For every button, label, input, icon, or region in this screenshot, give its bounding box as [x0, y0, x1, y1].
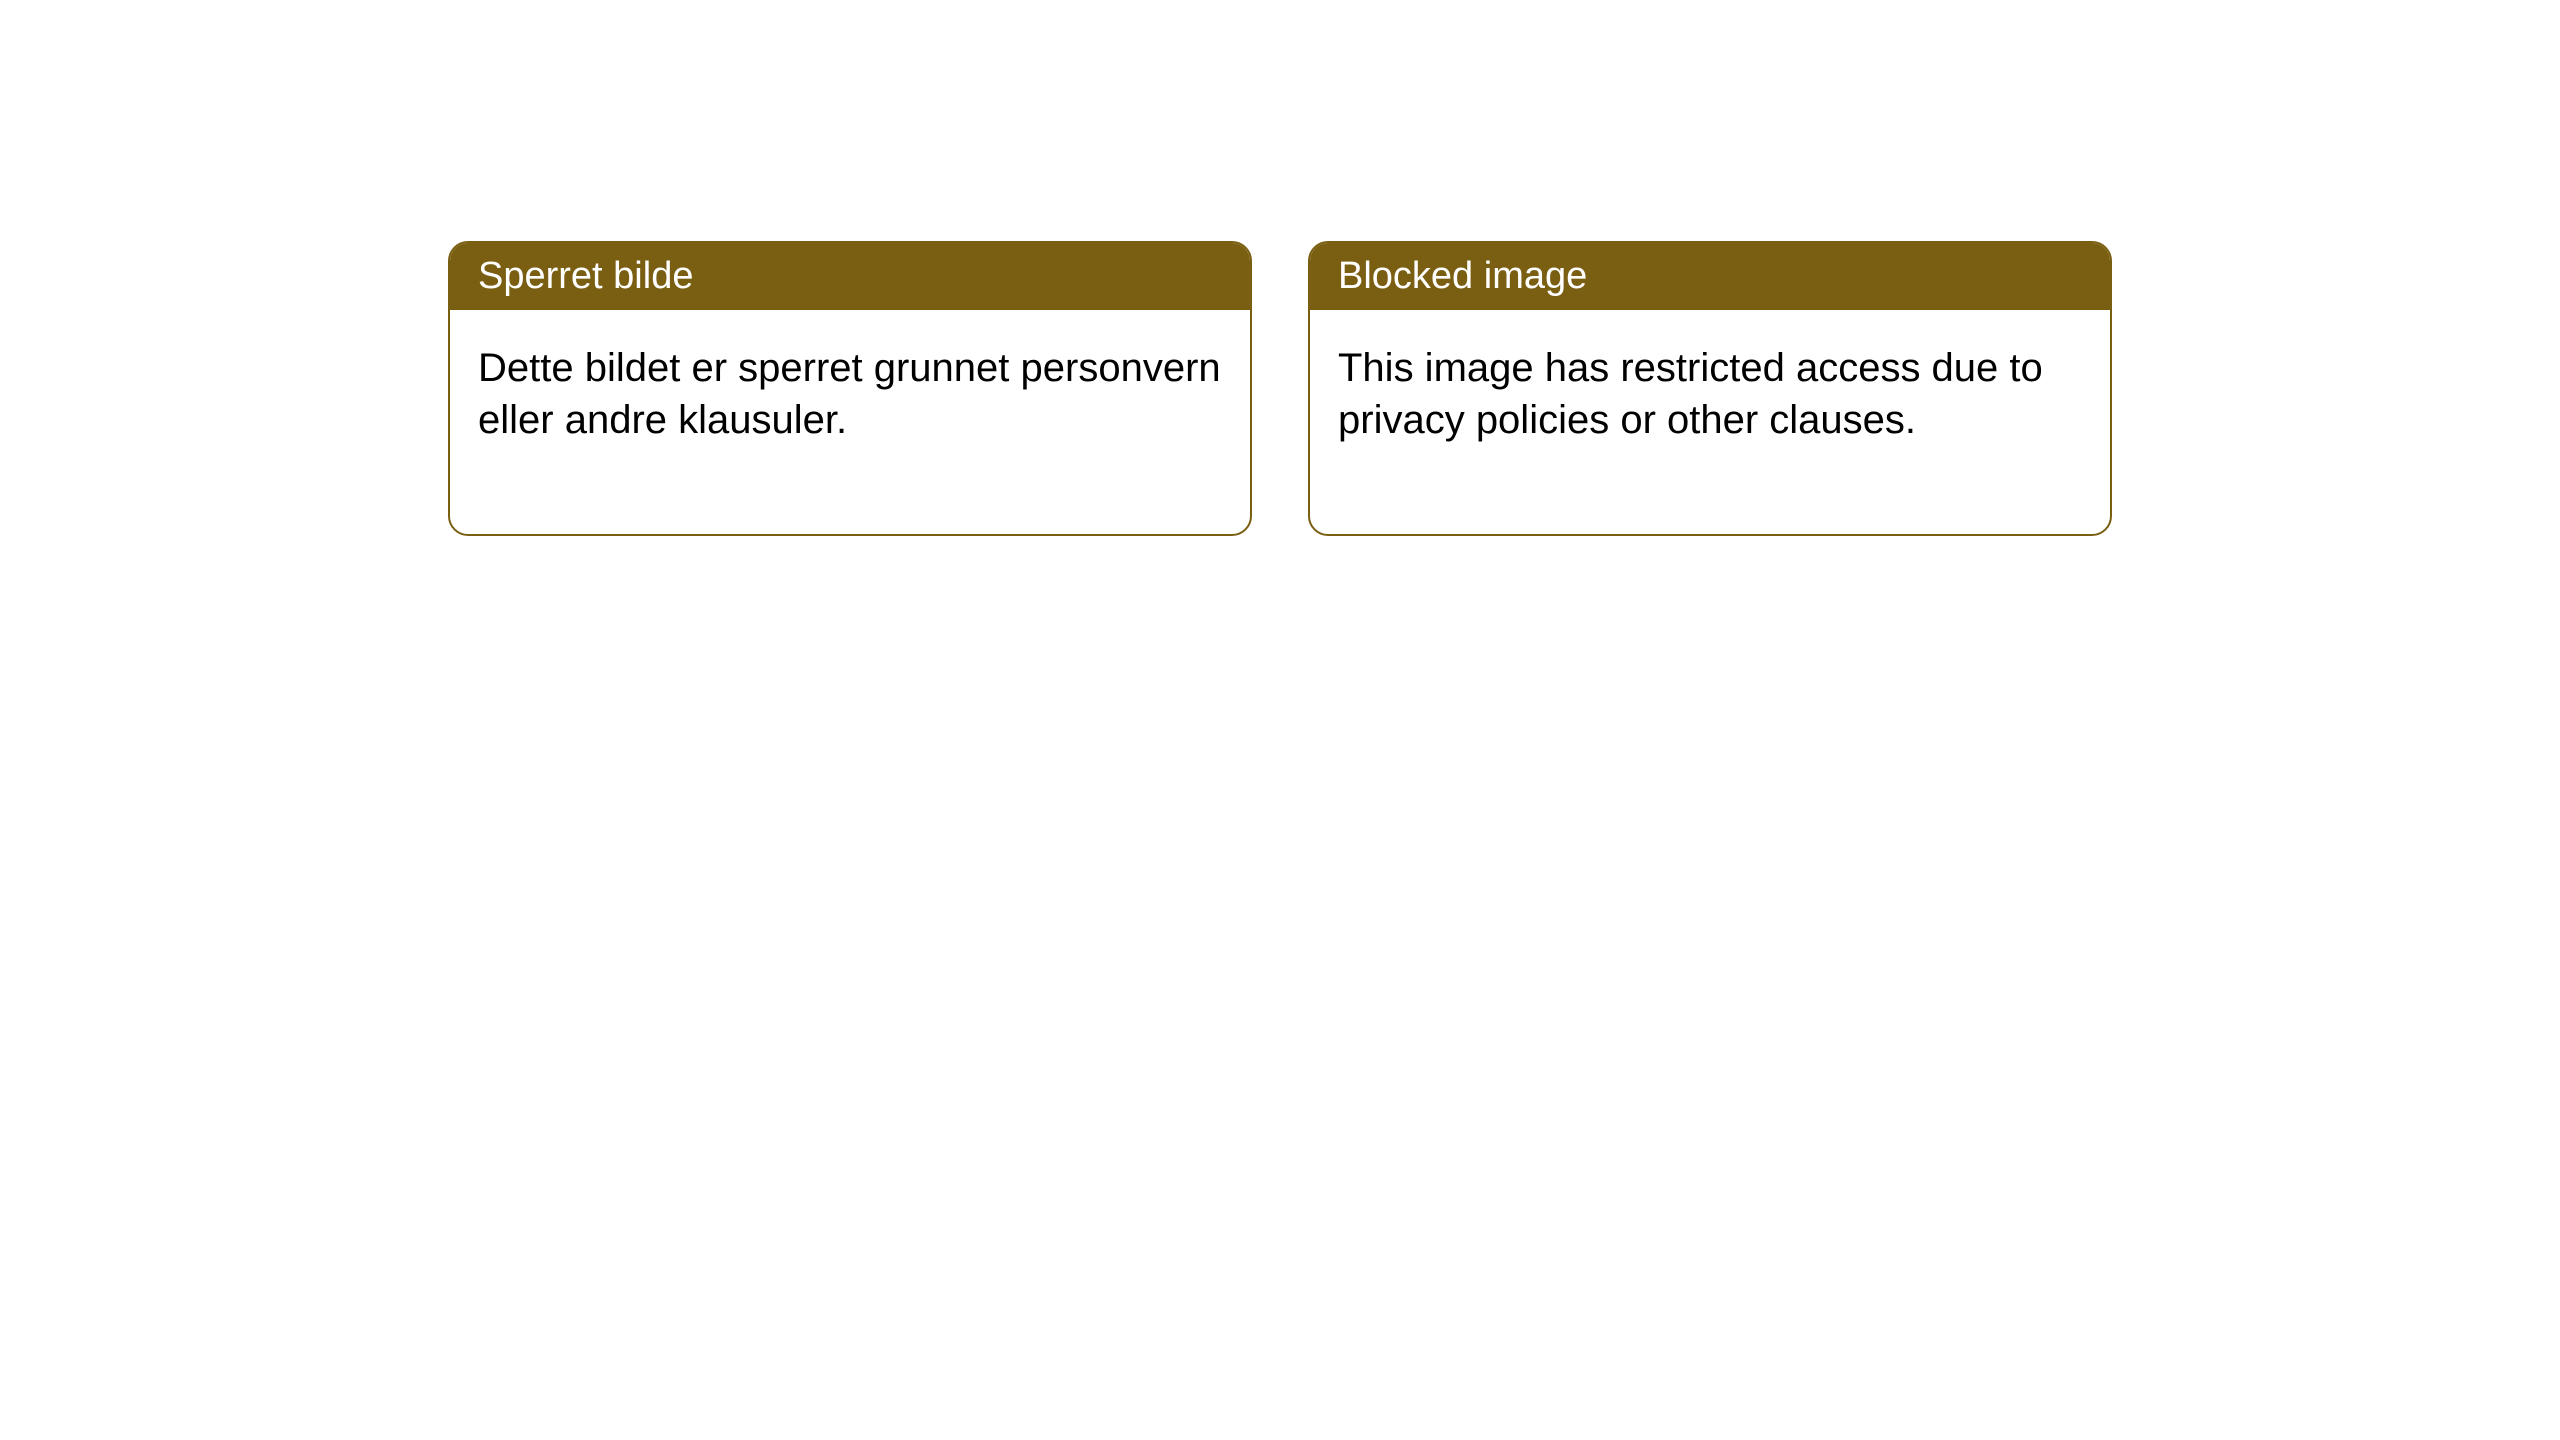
- notice-card-norwegian: Sperret bilde Dette bildet er sperret gr…: [448, 241, 1252, 536]
- card-body-text: This image has restricted access due to …: [1338, 346, 2043, 442]
- card-header-text: Sperret bilde: [478, 255, 693, 297]
- card-body-text: Dette bildet er sperret grunnet personve…: [478, 346, 1221, 442]
- card-body: Dette bildet er sperret grunnet personve…: [450, 310, 1250, 534]
- card-header-text: Blocked image: [1338, 255, 1587, 297]
- notice-card-english: Blocked image This image has restricted …: [1308, 241, 2112, 536]
- card-body: This image has restricted access due to …: [1310, 310, 2110, 534]
- card-header: Sperret bilde: [450, 243, 1250, 310]
- card-header: Blocked image: [1310, 243, 2110, 310]
- notice-container: Sperret bilde Dette bildet er sperret gr…: [448, 241, 2112, 536]
